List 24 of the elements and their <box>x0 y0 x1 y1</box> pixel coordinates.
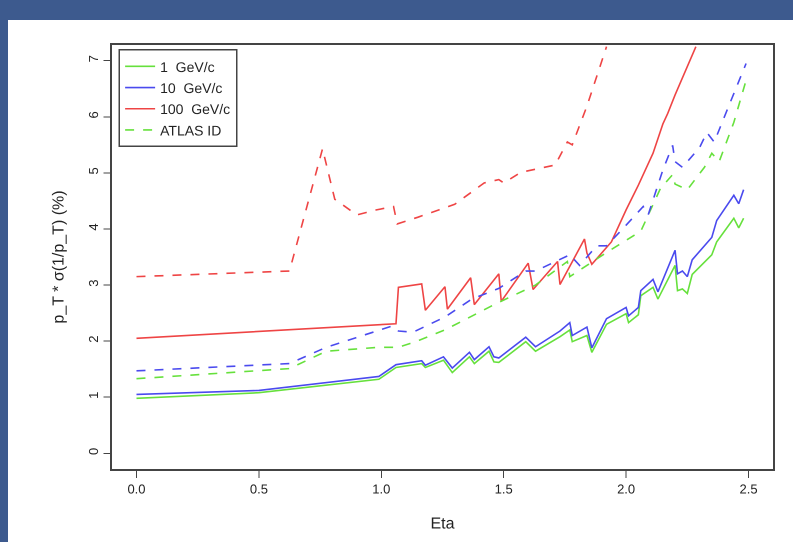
y-tick-label: 6 <box>86 111 102 118</box>
line-series <box>136 188 744 396</box>
y-tick-label: 4 <box>86 223 102 231</box>
legend-label: 1 GeV/c <box>160 58 215 75</box>
x-tick-label: 2.0 <box>617 481 636 496</box>
y-tick-label: 3 <box>86 279 102 287</box>
x-tick-label: 1.0 <box>372 481 390 496</box>
y-tick-label: 0 <box>86 448 102 455</box>
legend-label: 10 GeV/c <box>160 80 222 96</box>
line-series <box>136 218 744 400</box>
legend-label: 100 GeV/c <box>160 101 230 118</box>
x-axis-title: Eta <box>430 516 455 533</box>
y-tick-label: 1 <box>86 392 102 399</box>
legend-label: ATLAS ID <box>160 122 222 138</box>
y-axis-title: p_T * σ(1/p_T) (%) <box>50 190 68 324</box>
y-tick-label: 2 <box>86 336 102 343</box>
x-tick-label: 0.0 <box>127 481 146 496</box>
x-tick-label: 2.5 <box>739 481 758 496</box>
line-series <box>136 46 608 278</box>
y-tick-label: 5 <box>86 167 102 175</box>
x-tick-label: 0.5 <box>250 481 268 496</box>
y-tick-label: 7 <box>86 55 102 62</box>
x-tick-label: 1.5 <box>494 481 513 496</box>
line-series <box>136 46 697 340</box>
